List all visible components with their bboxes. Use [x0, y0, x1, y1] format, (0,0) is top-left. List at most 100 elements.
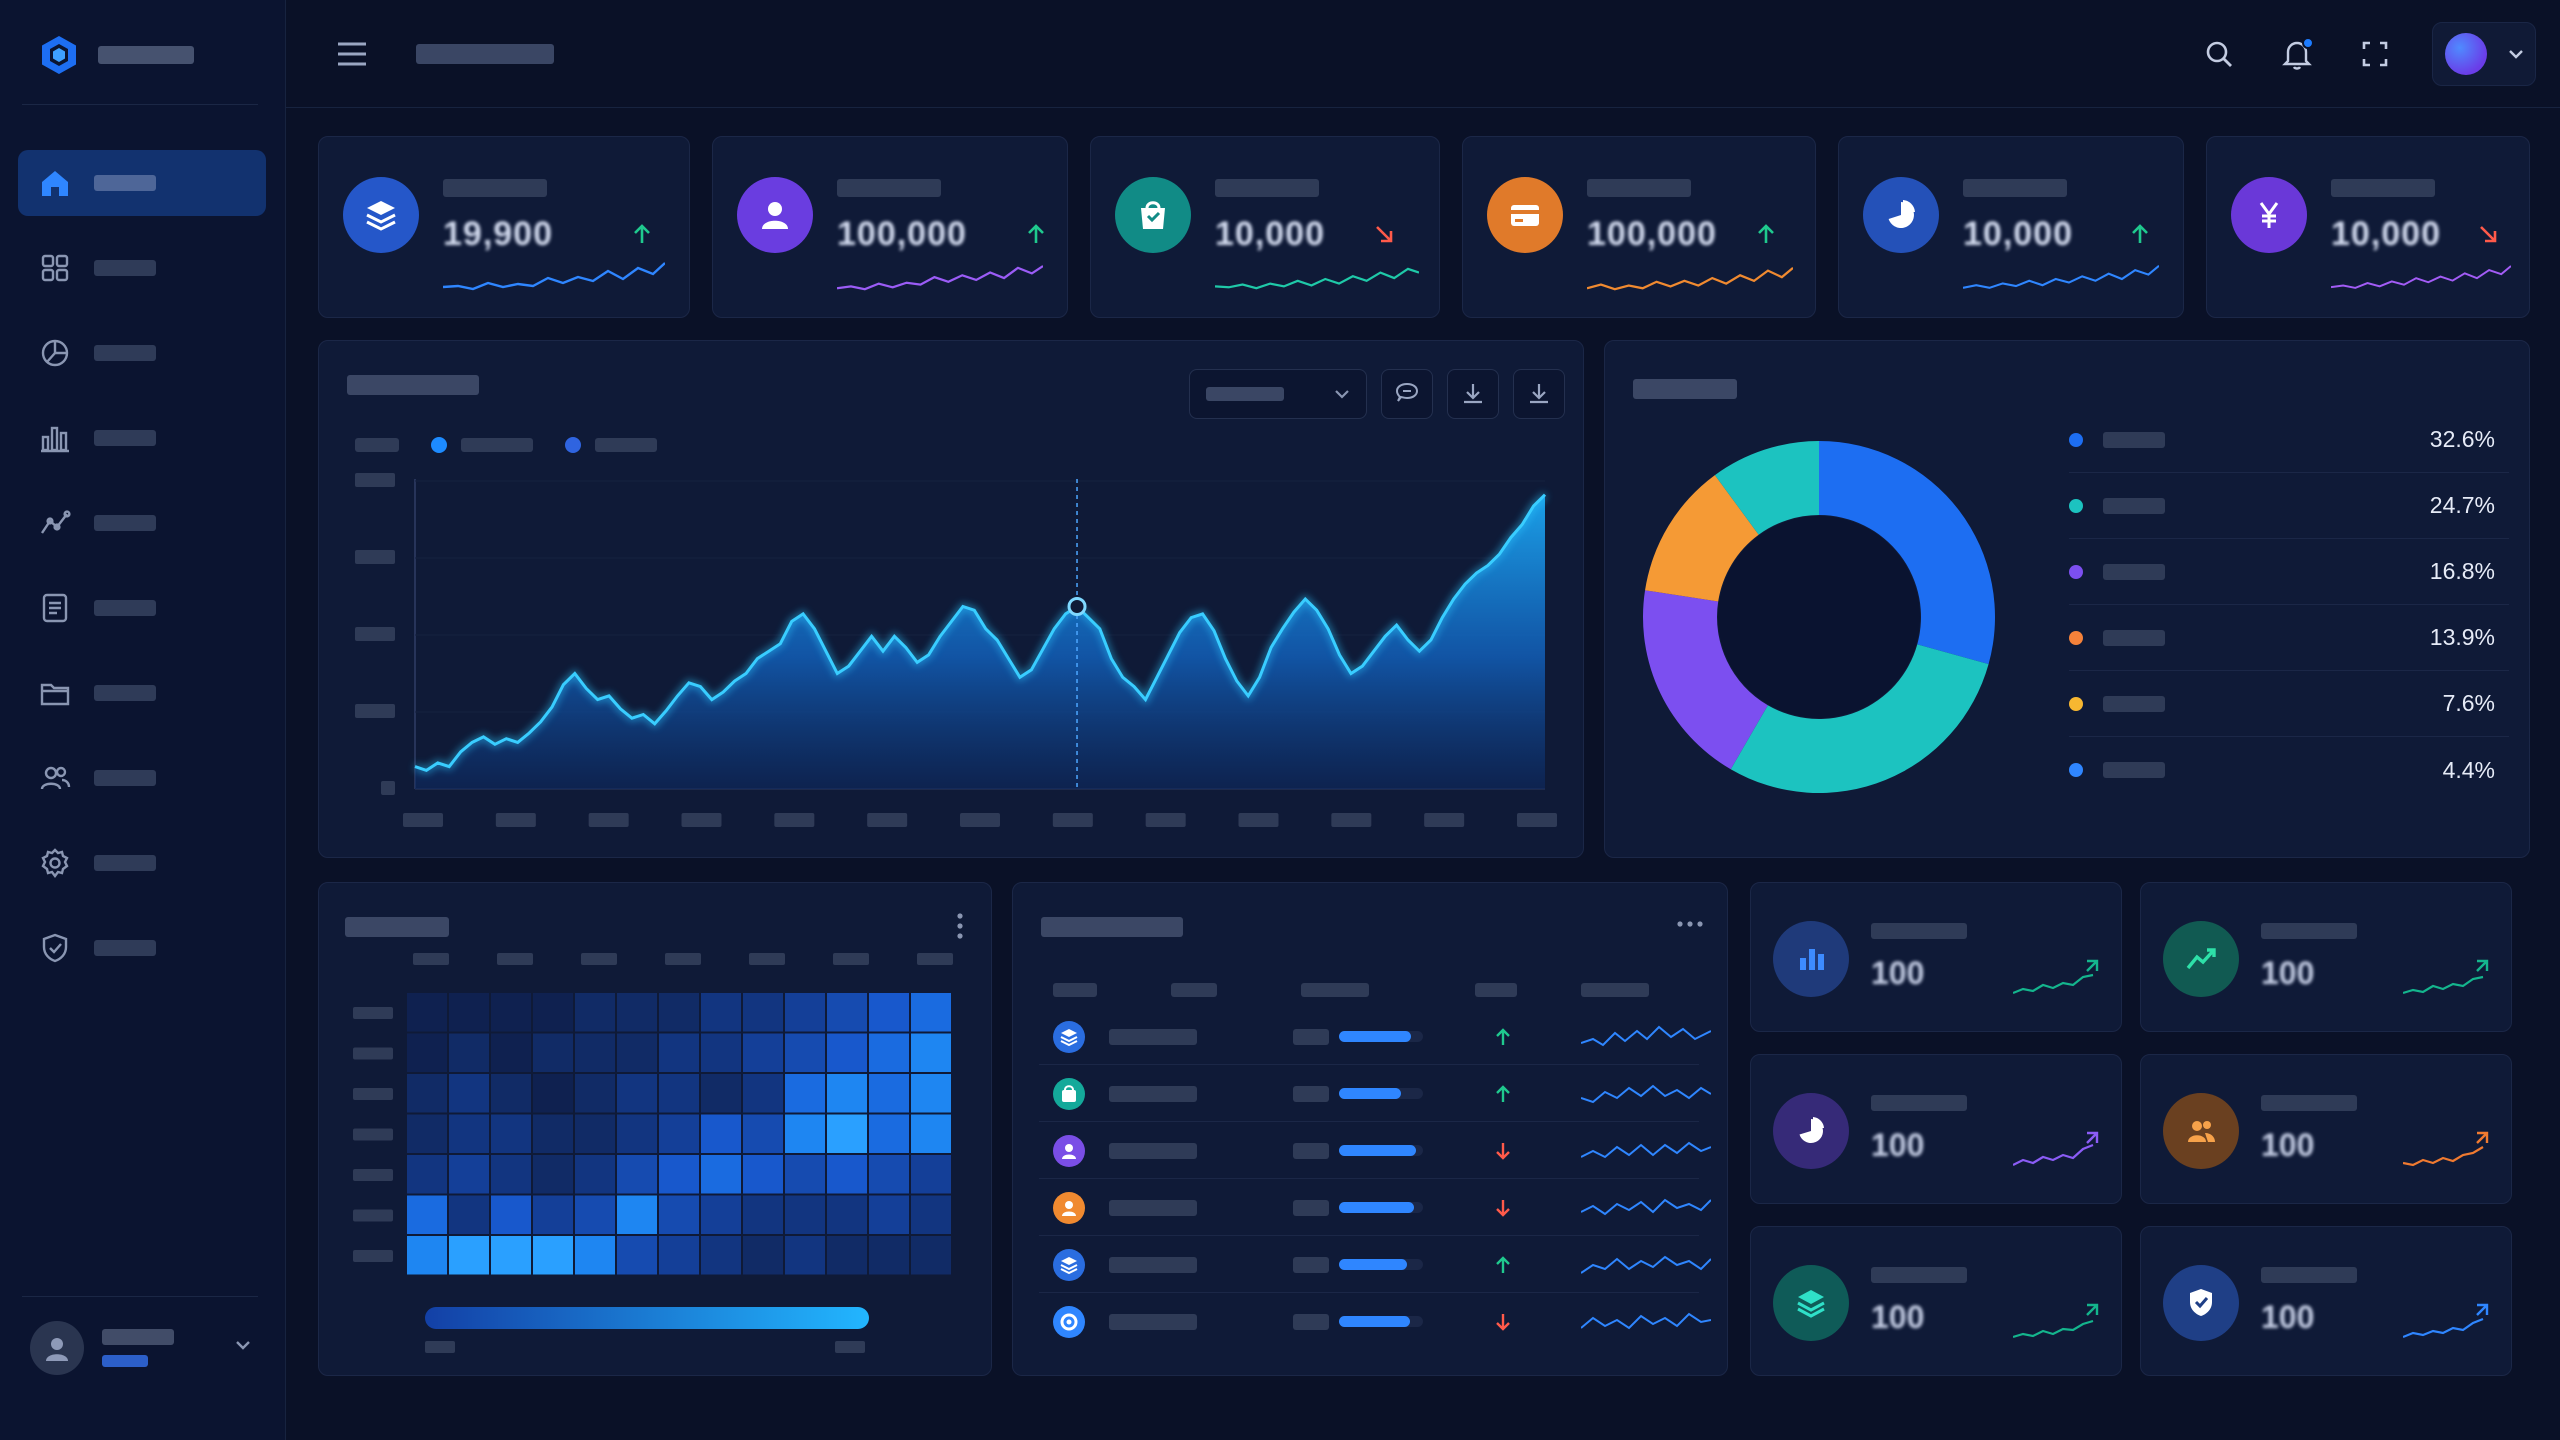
menu-icon[interactable] [334, 36, 370, 72]
table-row[interactable] [1039, 1294, 1711, 1350]
fullscreen-button[interactable] [2354, 33, 2396, 75]
heatmap-cell[interactable] [701, 1114, 741, 1154]
area-chart[interactable] [319, 341, 1585, 859]
sidebar-item-trends[interactable] [18, 490, 266, 556]
heatmap-cell[interactable] [659, 993, 699, 1032]
heatmap-cell[interactable] [407, 1236, 447, 1275]
range-select[interactable] [1189, 369, 1367, 419]
heatmap-cell[interactable] [701, 1033, 741, 1073]
heatmap-cell[interactable] [743, 1195, 783, 1235]
heatmap-cell[interactable] [491, 1074, 531, 1113]
sidebar-item-analytics[interactable] [18, 320, 266, 386]
list-item[interactable]: 16.8% [2069, 539, 2509, 605]
heatmap-cell[interactable] [869, 1033, 909, 1073]
profile-menu-button[interactable] [2432, 22, 2536, 86]
list-item[interactable]: 4.4% [2069, 737, 2509, 803]
heatmap-cell[interactable] [911, 1195, 951, 1235]
heatmap-cell[interactable] [617, 1074, 657, 1113]
donut-slice[interactable] [1714, 441, 1819, 535]
heatmap-cell[interactable] [659, 1033, 699, 1073]
heatmap-cell[interactable] [575, 1155, 615, 1194]
heatmap-cell[interactable] [785, 1114, 825, 1154]
heatmap-cell[interactable] [911, 993, 951, 1032]
heatmap-cell[interactable] [617, 1236, 657, 1275]
heatmap-cell[interactable] [449, 1155, 489, 1194]
chevron-down-icon[interactable] [232, 1334, 254, 1356]
heatmap-cell[interactable] [617, 1155, 657, 1194]
heatmap-cell[interactable] [743, 1114, 783, 1154]
sidebar-item-users[interactable] [18, 745, 266, 811]
heatmap-cell[interactable] [407, 1155, 447, 1194]
mini-stat-card[interactable]: 100 [2140, 1054, 2512, 1204]
table-row[interactable] [1039, 1009, 1711, 1065]
heatmap-cell[interactable] [533, 1155, 573, 1194]
heatmap-cell[interactable] [449, 1074, 489, 1113]
sidebar-item-documents[interactable] [18, 575, 266, 641]
heatmap-cell[interactable] [701, 1195, 741, 1235]
heatmap-cell[interactable] [743, 993, 783, 1032]
heatmap-cell[interactable] [449, 1114, 489, 1154]
heatmap-cell[interactable] [869, 1155, 909, 1194]
stat-card[interactable]: 10,000 [1090, 136, 1440, 318]
table-row[interactable] [1039, 1066, 1711, 1122]
heatmap-cell[interactable] [491, 1155, 531, 1194]
list-item[interactable]: 24.7% [2069, 473, 2509, 539]
heatmap-cell[interactable] [533, 1074, 573, 1113]
mini-stat-card[interactable]: 100 [1750, 1226, 2122, 1376]
heatmap-cell[interactable] [785, 1236, 825, 1275]
heatmap-cell[interactable] [743, 1033, 783, 1073]
heatmap-cell[interactable] [785, 1033, 825, 1073]
hover-point[interactable] [1067, 596, 1087, 616]
heatmap-cell[interactable] [869, 1114, 909, 1154]
heatmap-cell[interactable] [911, 1074, 951, 1113]
sidebar-item-settings[interactable] [18, 830, 266, 896]
heatmap-cell[interactable] [575, 1236, 615, 1275]
mini-stat-card[interactable]: 100 [2140, 882, 2512, 1032]
table-row[interactable] [1039, 1237, 1711, 1293]
comment-button[interactable] [1381, 369, 1433, 419]
export-button[interactable] [1513, 369, 1565, 419]
donut-chart[interactable] [1629, 427, 2009, 807]
heatmap-cell[interactable] [617, 1114, 657, 1154]
heatmap-cell[interactable] [911, 1236, 951, 1275]
donut-slice[interactable] [1643, 590, 1768, 770]
heatmap-cell[interactable] [911, 1033, 951, 1073]
heatmap-cell[interactable] [449, 1033, 489, 1073]
heatmap-cell[interactable] [827, 1195, 867, 1235]
heatmap-cell[interactable] [533, 1114, 573, 1154]
heatmap-cell[interactable] [533, 993, 573, 1032]
heatmap-cell[interactable] [743, 1155, 783, 1194]
heatmap-cell[interactable] [575, 993, 615, 1032]
heatmap-cell[interactable] [617, 1033, 657, 1073]
heatmap-cell[interactable] [701, 1074, 741, 1113]
mini-stat-card[interactable]: 100 [1750, 1054, 2122, 1204]
heatmap-cell[interactable] [911, 1114, 951, 1154]
heatmap-cell[interactable] [827, 1155, 867, 1194]
heatmap-cell[interactable] [659, 1114, 699, 1154]
heatmap-cell[interactable] [449, 1236, 489, 1275]
heatmap-cell[interactable] [491, 1033, 531, 1073]
stat-card[interactable]: 100,000 [712, 136, 1068, 318]
heatmap-cell[interactable] [491, 1236, 531, 1275]
download-button[interactable] [1447, 369, 1499, 419]
heatmap-cell[interactable] [491, 993, 531, 1032]
brand-logo[interactable] [38, 32, 194, 78]
heatmap-cell[interactable] [785, 1074, 825, 1113]
more-horizontal-icon[interactable] [1675, 919, 1705, 929]
heatmap-cell[interactable] [827, 1114, 867, 1154]
heatmap-cell[interactable] [617, 993, 657, 1032]
heatmap-cell[interactable] [785, 1195, 825, 1235]
table-row[interactable] [1039, 1180, 1711, 1236]
stat-card[interactable]: 10,000 [1838, 136, 2184, 318]
table-row[interactable] [1039, 1123, 1711, 1179]
heatmap-cell[interactable] [407, 993, 447, 1032]
heatmap-cell[interactable] [449, 993, 489, 1032]
heatmap-cell[interactable] [491, 1195, 531, 1235]
heatmap-cell[interactable] [743, 1236, 783, 1275]
heatmap[interactable] [319, 883, 993, 1377]
heatmap-cell[interactable] [533, 1236, 573, 1275]
heatmap-cell[interactable] [407, 1114, 447, 1154]
heatmap-cell[interactable] [533, 1033, 573, 1073]
heatmap-cell[interactable] [659, 1074, 699, 1113]
heatmap-cell[interactable] [575, 1114, 615, 1154]
